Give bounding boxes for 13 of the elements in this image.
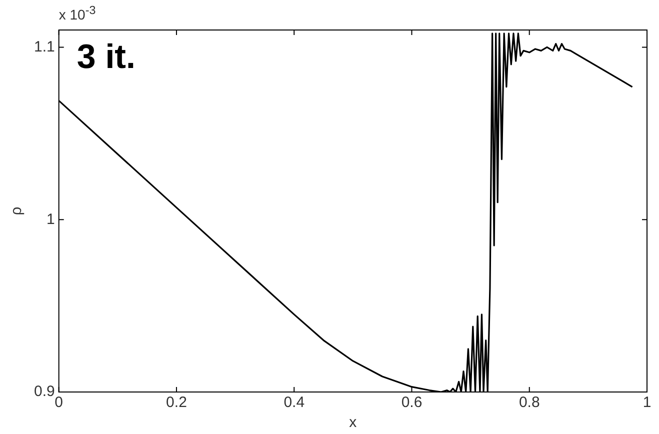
y-axis-title: ρ <box>8 206 26 216</box>
text: x 10$^{-3}$ <box>58 4 96 23</box>
x-tick-label: 0.2 <box>166 394 187 412</box>
y-tick-label: 1 <box>46 210 55 228</box>
annotation: 3 it. <box>76 38 136 77</box>
y-tick-label: 1.1 <box>34 38 55 56</box>
x-tick-label: 0.8 <box>518 394 540 412</box>
x-tick-label: 0.4 <box>284 394 305 412</box>
x-axis-title: x <box>349 414 358 432</box>
x-tick-label: 1 <box>642 394 652 412</box>
y-tick-label: 0.9 <box>34 383 55 400</box>
x-tick-label: 0.6 <box>401 394 422 412</box>
x-tick-label: 0 <box>54 394 64 412</box>
